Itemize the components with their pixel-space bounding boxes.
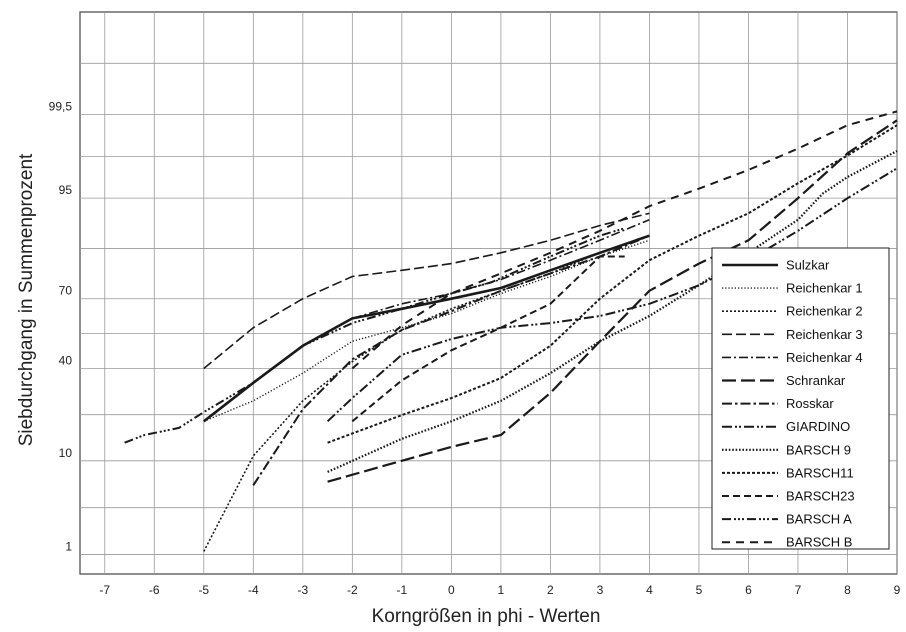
legend-label: Reichenkar 1 xyxy=(786,281,863,296)
y-tick-label: 70 xyxy=(59,284,73,298)
legend-label: BARSCH A xyxy=(786,512,852,527)
series-line-schrankar xyxy=(327,119,898,483)
legend-label: BARSCH 9 xyxy=(786,442,851,457)
x-tick-label: -6 xyxy=(149,583,160,597)
grid-lines xyxy=(80,12,898,574)
x-tick-label: 6 xyxy=(745,583,752,597)
x-tick-label: 0 xyxy=(448,583,455,597)
x-tick-label: 3 xyxy=(597,583,604,597)
y-axis-title: Siebdurchgang in Summenprozent xyxy=(16,153,37,446)
legend-label: Reichenkar 3 xyxy=(786,327,863,342)
series-line-barsch23 xyxy=(351,255,625,423)
legend-label: Reichenkar 2 xyxy=(786,304,863,319)
x-tick-label: 8 xyxy=(844,583,851,597)
y-tick-label: 40 xyxy=(59,354,73,368)
series-line-rosskar xyxy=(252,234,650,486)
x-tick-label: 7 xyxy=(795,583,802,597)
series-line-reichenkar-3 xyxy=(203,212,650,370)
y-tick-labels: 1 10 40 70 95 99,5 xyxy=(49,100,73,554)
x-tick-label: 1 xyxy=(498,583,505,597)
x-axis-title: Korngrößen in phi - Werten xyxy=(372,606,601,627)
legend-label: Rosskar xyxy=(786,396,834,411)
legend-label: BARSCH23 xyxy=(786,489,855,504)
x-tick-label: -4 xyxy=(248,583,259,597)
y-tick-label: 99,5 xyxy=(49,100,73,114)
x-tick-labels: -7 -6 -5 -4 -3 -2 -1 0 1 2 3 4 5 6 7 8 9 xyxy=(99,583,900,597)
legend-label: Reichenkar 4 xyxy=(786,350,863,365)
series-line-barsch11 xyxy=(327,124,898,444)
x-tick-label: -7 xyxy=(99,583,110,597)
series-lines xyxy=(124,110,898,552)
x-tick-label: -5 xyxy=(198,583,209,597)
x-tick-label: -1 xyxy=(397,583,408,597)
series-line-barsch-b xyxy=(351,110,898,370)
legend-label: GIARDINO xyxy=(786,419,850,434)
y-tick-label: 95 xyxy=(59,183,73,197)
series-line-reichenkar-2 xyxy=(203,234,650,552)
x-tick-label: -2 xyxy=(347,583,358,597)
series-line-barsch-a xyxy=(124,227,625,444)
legend-label: BARSCH11 xyxy=(786,465,854,480)
y-tick-label: 10 xyxy=(59,446,73,460)
legend: Sulzkar Reichenkar 1 Reichenkar 2 Reichenka… xyxy=(711,247,890,550)
x-tick-label: 2 xyxy=(547,583,554,597)
legend-box xyxy=(711,247,890,550)
x-tick-label: 4 xyxy=(646,583,653,597)
legend-label: Schrankar xyxy=(786,373,846,388)
y-tick-label: 1 xyxy=(65,540,72,554)
series-line-reichenkar-4 xyxy=(252,218,650,384)
series-line-giardino xyxy=(326,167,898,423)
x-tick-label: -3 xyxy=(297,583,308,597)
legend-label: Sulzkar xyxy=(786,258,830,273)
x-tick-label: 5 xyxy=(696,583,703,597)
legend-label: BARSCH B xyxy=(786,535,852,550)
x-tick-label: 9 xyxy=(894,583,901,597)
series-line-barsch-9 xyxy=(327,150,898,473)
